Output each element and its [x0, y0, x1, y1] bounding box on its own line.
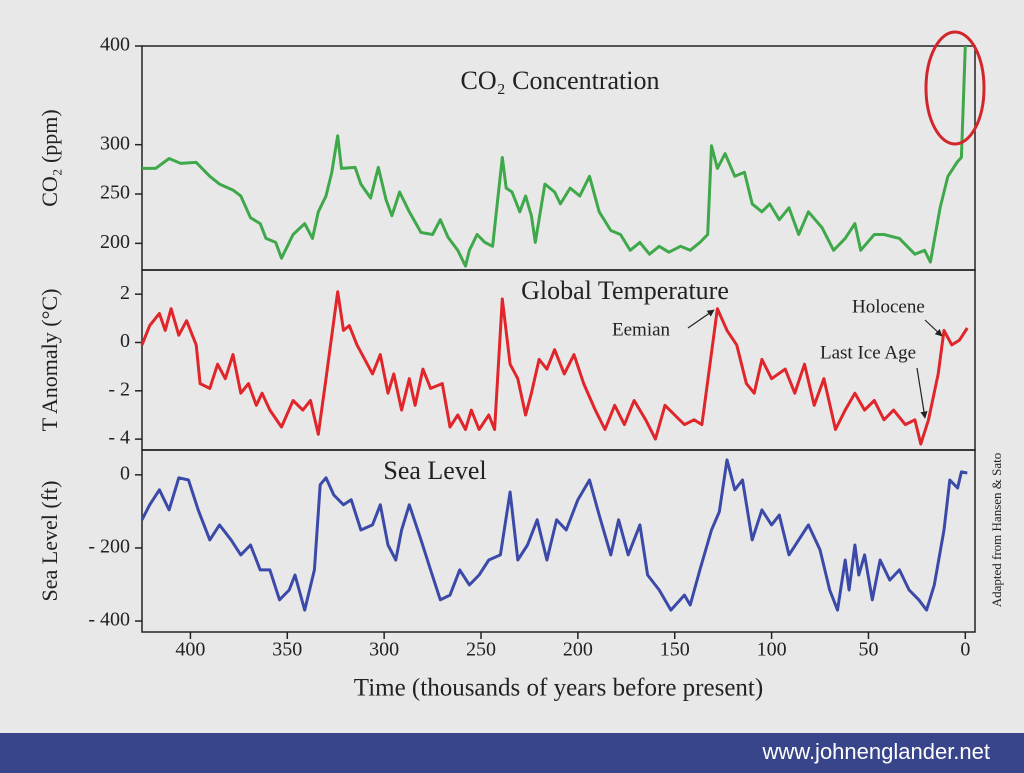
x-tick-label: 50: [858, 639, 878, 661]
y-tick-label: 400: [100, 34, 130, 56]
y-axis-label: Sea Level (ft): [37, 481, 62, 602]
x-tick-label: 400: [175, 639, 205, 661]
panel-title: Sea Level: [383, 456, 486, 485]
panel-frame: [141, 449, 976, 633]
annotation-arrow: [924, 319, 943, 337]
footer-text: www.johnenglander.net: [762, 739, 991, 764]
y-tick-label: 300: [100, 132, 130, 154]
x-tick-label: 350: [272, 639, 302, 661]
annotation-arrow: [687, 309, 715, 329]
footer-bar: [0, 733, 1024, 773]
y-tick-label: - 400: [88, 609, 130, 631]
panel-title: CO₂ Concentration: [461, 66, 660, 95]
annotation: Last Ice Age: [820, 342, 916, 363]
x-tick-label: 150: [660, 639, 690, 661]
highlight-circle: [924, 30, 986, 146]
y-tick-label: 0: [120, 462, 130, 484]
y-tick-label: 0: [120, 330, 130, 352]
credit: Adapted from Hansen & Sato: [989, 453, 1004, 608]
y-tick-label: - 2: [108, 378, 130, 400]
annotation: Holocene: [852, 296, 925, 317]
y-tick-label: 250: [100, 182, 130, 204]
x-tick-label: 250: [466, 639, 496, 661]
data-line: [140, 458, 968, 612]
annotation: Eemian: [612, 319, 671, 340]
x-axis-label: Time (thousands of years before present): [354, 675, 763, 702]
panel-title: Global Temperature: [521, 276, 729, 305]
y-tick-label: 200: [100, 231, 130, 253]
y-axis-label: CO₂ (ppm): [37, 109, 62, 207]
x-tick-label: 0: [960, 639, 970, 661]
annotation-arrow: [916, 367, 928, 419]
x-tick-label: 300: [369, 639, 399, 661]
y-tick-label: 2: [120, 282, 130, 304]
data-line: [140, 290, 969, 446]
y-tick-label: - 4: [108, 427, 130, 449]
y-tick-label: - 200: [88, 536, 130, 558]
data-line: [142, 45, 967, 268]
y-axis-label: T Anomaly (°C): [37, 289, 62, 432]
x-tick-label: 200: [563, 639, 593, 661]
x-tick-label: 100: [757, 639, 787, 661]
